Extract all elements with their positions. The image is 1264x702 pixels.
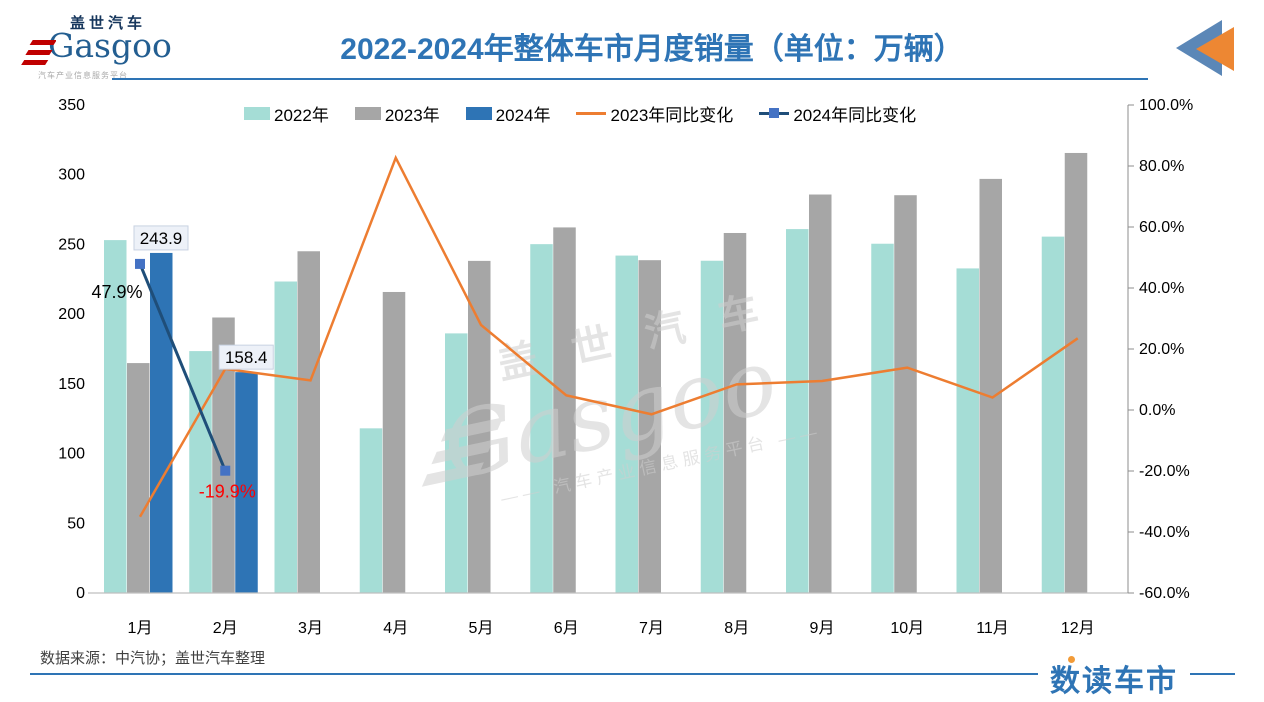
left-axis-tick-label: 150 bbox=[58, 376, 85, 393]
value-label-box bbox=[133, 225, 189, 251]
right-axis-tick-label: -60.0% bbox=[1139, 585, 1190, 602]
x-axis-label: 12月 bbox=[1061, 620, 1095, 637]
left-axis-tick-label: 200 bbox=[58, 306, 85, 323]
page-title: 2022-2024年整体车市月度销量（单位：万辆） bbox=[340, 33, 964, 66]
right-axis-tick-label: -20.0% bbox=[1139, 463, 1190, 480]
line-2024年同比变化 bbox=[138, 263, 227, 472]
x-axis-label: 6月 bbox=[554, 620, 579, 637]
footer-divider bbox=[30, 673, 1235, 675]
right-axis-tick-label: 0.0% bbox=[1139, 402, 1175, 419]
yoy-label: -19.9% bbox=[199, 482, 256, 502]
chart-legend: 2022年 2023年 2024年 2023年同比变化 2024年同比变化 bbox=[244, 101, 916, 126]
gasgoo-stripes-icon bbox=[21, 40, 56, 65]
x-axis-label: 7月 bbox=[639, 620, 664, 637]
gasgoo-logo-tagline: 汽车产业信息服务平台 bbox=[38, 71, 128, 80]
legend-item-2023-yoy: 2023年同比变化 bbox=[576, 101, 733, 126]
legend-label-2022: 2022年 bbox=[274, 106, 329, 125]
brand-orange-dot-icon bbox=[1068, 656, 1075, 663]
legend-label-2024-yoy: 2024年同比变化 bbox=[793, 106, 917, 125]
marker-2024年同比变化 bbox=[135, 258, 145, 269]
legend-item-2022: 2022年 bbox=[244, 101, 329, 126]
x-axis-label: 5月 bbox=[469, 620, 494, 637]
x-axis-label: 4月 bbox=[383, 620, 408, 637]
gasgoo-logo-wordmark: Gasgoo bbox=[48, 26, 172, 65]
line-2023年同比变化 bbox=[138, 154, 1079, 518]
value-label: 158.4 bbox=[225, 348, 268, 367]
gasgoo-logo-cn: 盖世汽车 bbox=[70, 15, 147, 32]
marker-2024年同比变化 bbox=[220, 465, 231, 476]
right-axis-tick-label: 60.0% bbox=[1139, 219, 1184, 236]
yoy-label: 47.9% bbox=[91, 282, 142, 302]
shuduch eshi-logo: 数读车市 bbox=[1038, 656, 1190, 700]
value-label-box bbox=[218, 344, 274, 370]
left-axis-tick-label: 50 bbox=[67, 515, 85, 532]
header-divider bbox=[112, 78, 1148, 80]
x-axis-label: 10月 bbox=[890, 620, 924, 637]
x-axis-label: 3月 bbox=[298, 620, 323, 637]
left-axis-tick-label: 250 bbox=[58, 236, 85, 253]
legend-swatch-2022 bbox=[244, 107, 270, 120]
legend-label-2024: 2024年 bbox=[495, 106, 551, 125]
x-axis-label: 9月 bbox=[810, 620, 835, 637]
x-axis-label: 2月 bbox=[213, 620, 238, 637]
x-axis-label: 1月 bbox=[128, 620, 153, 637]
bars-2024年 bbox=[150, 252, 258, 593]
right-axis-tick-label: 100.0% bbox=[1139, 97, 1193, 114]
left-axis-tick-label: 100 bbox=[58, 446, 85, 463]
legend-swatch-2024 bbox=[465, 107, 492, 120]
legend-label-2023: 2023年 bbox=[384, 106, 440, 125]
legend-line-2024-yoy bbox=[759, 108, 790, 119]
right-axis-tick-label: -40.0% bbox=[1139, 524, 1190, 541]
left-axis-tick-label: 0 bbox=[76, 585, 85, 602]
brand-text: 数读车市 bbox=[1050, 665, 1178, 698]
bars-2023年 bbox=[127, 152, 1088, 594]
value-label: 243.9 bbox=[140, 229, 183, 248]
legend-item-2023: 2023年 bbox=[354, 101, 440, 126]
legend-label-2023-yoy: 2023年同比变化 bbox=[610, 106, 734, 125]
legend-item-2024-yoy: 2024年同比变化 bbox=[759, 101, 916, 126]
left-axis-tick-label: 300 bbox=[58, 167, 85, 184]
bars-2022年 bbox=[104, 229, 1065, 593]
right-axis-tick-label: 80.0% bbox=[1139, 158, 1184, 175]
legend-swatch-2023 bbox=[354, 107, 381, 120]
legend-marker-2024-yoy bbox=[769, 108, 780, 118]
x-axis-label: 11月 bbox=[976, 620, 1009, 637]
right-axis-tick-label: 40.0% bbox=[1139, 280, 1184, 297]
legend-item-2024: 2024年 bbox=[465, 101, 551, 126]
right-axis-tick-label: 20.0% bbox=[1139, 341, 1184, 358]
data-source-note: 数据来源：中汽协；盖世汽车整理 bbox=[40, 650, 266, 667]
x-axis-label: 8月 bbox=[724, 620, 749, 637]
legend-line-2023-yoy bbox=[576, 108, 607, 119]
left-axis-tick-label: 350 bbox=[58, 97, 85, 114]
gasgoo-logo: 盖世汽车 Gasgoo 汽车产业信息服务平台 bbox=[14, 10, 194, 86]
corner-triangles-icon bbox=[1176, 20, 1234, 76]
